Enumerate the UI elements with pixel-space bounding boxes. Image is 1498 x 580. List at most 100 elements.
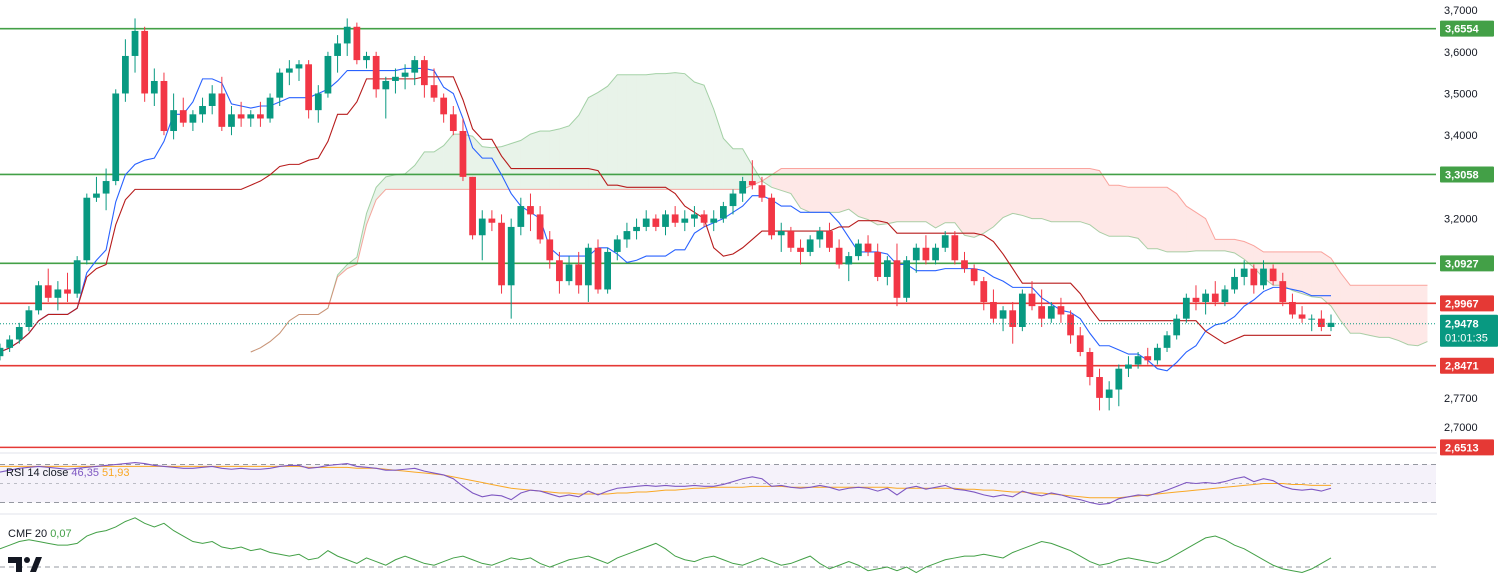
kumo-segment [1099, 170, 1110, 237]
candle-115 [1105, 381, 1113, 411]
level-tag-4: 2,8471 [1440, 357, 1494, 374]
candle-61 [584, 243, 592, 302]
candle-body [382, 80, 390, 90]
candle-89 [855, 239, 862, 261]
candle-body [565, 264, 573, 282]
candle-24 [228, 105, 235, 136]
kumo-segment [1244, 241, 1254, 268]
candle-122 [1173, 314, 1181, 340]
kumo-segment [1138, 187, 1148, 249]
candle-48 [459, 118, 467, 182]
kumo-segment [896, 168, 907, 222]
rsi-value: 46,35 [71, 467, 102, 479]
candle-body [1047, 306, 1055, 319]
kumo-segment [945, 168, 955, 223]
candle-body [1163, 335, 1171, 348]
candle-body [845, 256, 853, 265]
candle-114 [1096, 368, 1103, 411]
candle-body [141, 30, 149, 94]
candle-body [25, 310, 33, 327]
ichimoku-cloud [250, 72, 1428, 353]
candle-83 [797, 239, 804, 265]
kumo-segment [858, 168, 869, 220]
candle-body [6, 339, 14, 348]
candle-body [247, 114, 255, 119]
candle-body [748, 181, 756, 186]
candle-100 [961, 251, 968, 273]
candle-41 [392, 68, 399, 94]
candle-body [218, 93, 226, 127]
candle-body [1202, 293, 1209, 302]
candle-68 [652, 214, 660, 232]
kumo-segment [356, 213, 367, 265]
kumo-segment [848, 168, 859, 217]
candle-10 [93, 176, 100, 202]
candle-body [1221, 289, 1229, 302]
price-axis[interactable]: 3,7000 3,6000 3,5000 3,4000 3,2000 2,7700 2,70… [1437, 0, 1498, 580]
last-price-label: 2,9478 [1445, 319, 1479, 331]
candle-body [1115, 368, 1123, 390]
candle-11 [102, 168, 110, 211]
kumo-segment [337, 264, 348, 277]
candle-body [1231, 276, 1238, 290]
candle-101 [970, 264, 978, 286]
candle-38 [363, 51, 370, 69]
candle-body [980, 281, 988, 302]
candle-body [1086, 352, 1094, 378]
level-tag-label: 2,8471 [1445, 361, 1479, 373]
kumo-segment [1224, 239, 1235, 253]
candle-45 [430, 68, 438, 102]
candle-129 [1240, 260, 1248, 286]
rsi-pane[interactable]: 40,00 [0, 452, 1498, 505]
candle-67 [642, 210, 650, 232]
kumo-segment [906, 168, 917, 222]
price-tick-label: 2,7000 [1444, 422, 1478, 434]
candle-body [228, 114, 235, 127]
level-tag-label: 2,9967 [1445, 298, 1479, 310]
candle-119 [1144, 347, 1152, 365]
tradingview-logo-icon[interactable] [8, 553, 42, 575]
kumo-segment [1388, 285, 1399, 341]
candle-body [517, 206, 525, 227]
kumo-segment [443, 134, 454, 190]
candle-body [179, 110, 187, 123]
candle-body [353, 26, 361, 61]
candle-55 [527, 193, 534, 232]
candle-body [719, 206, 727, 219]
candle-63 [604, 247, 612, 294]
rsi-ma-line [0, 465, 1331, 499]
candle-body [64, 289, 71, 294]
kumo-segment [1195, 212, 1206, 251]
candle-body [372, 55, 380, 90]
kumo-segment [434, 145, 444, 190]
candle-74 [710, 210, 718, 232]
candle-52 [498, 214, 505, 294]
candle-78 [748, 160, 756, 190]
candle-16 [150, 68, 158, 106]
candle-12 [112, 89, 120, 186]
candle-14 [131, 18, 139, 73]
candle-body [903, 260, 910, 298]
candle-90 [864, 235, 872, 257]
candle-body [150, 80, 158, 94]
level-tag-bg [1440, 295, 1494, 312]
kumo-segment [501, 143, 512, 190]
rsi-line [0, 462, 1332, 505]
candle-body [54, 289, 62, 298]
kumo-segment [1060, 168, 1071, 222]
kumo-segment [1417, 285, 1428, 346]
candle-20 [189, 110, 197, 132]
kumo-segment [925, 168, 936, 228]
candle-body [758, 185, 766, 198]
candle-body [401, 72, 409, 77]
candle-body [970, 268, 978, 282]
candle-27 [257, 101, 264, 127]
candle-103 [990, 289, 997, 323]
candle-body [498, 222, 505, 286]
candle-body [584, 247, 592, 286]
kumo-segment [655, 73, 666, 190]
kumo-segment [424, 151, 435, 190]
kumo-segment [1398, 285, 1409, 345]
cmf-pane[interactable]: 0,200,00 [0, 513, 1498, 574]
